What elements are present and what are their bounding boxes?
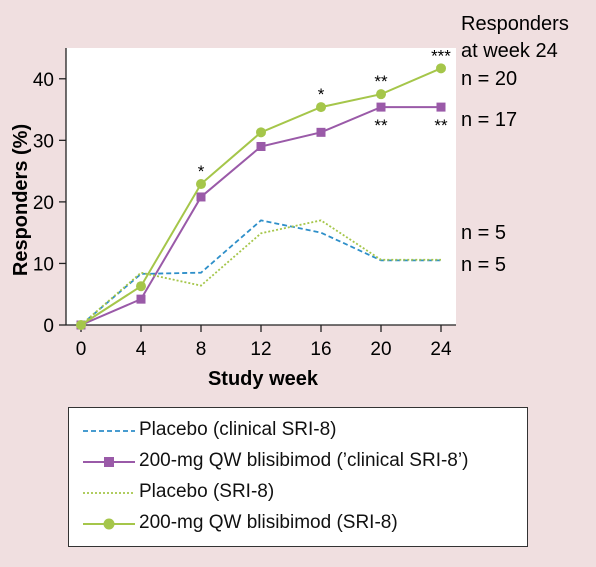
responders-header-line2: at week 24 — [461, 40, 558, 62]
data-point-blisibimod-sri8 — [376, 89, 386, 100]
legend-label: 200-mg QW blisibimod (SRI-8) — [139, 512, 398, 533]
y-tick-label: 40 — [33, 70, 54, 91]
x-tick-label: 4 — [136, 339, 147, 360]
data-point-blisibimod-clinical — [136, 294, 146, 304]
data-point-blisibimod-sri8 — [316, 102, 326, 113]
data-point-blisibimod-clinical — [196, 192, 206, 202]
y-axis-label: Responders (%) — [10, 124, 32, 276]
significance-mark: * — [318, 85, 325, 104]
data-point-blisibimod-sri8 — [436, 63, 446, 74]
x-tick-label: 24 — [430, 339, 452, 360]
legend-item-placebo-clinical: Placebo (clinical SRI-8) — [69, 416, 527, 446]
y-tick-label: 10 — [33, 254, 54, 275]
significance-layer: ** ********* — [198, 46, 452, 181]
n-count-placebo-clinical: n = 5 — [461, 222, 506, 244]
data-point-blisibimod-sri8 — [136, 281, 146, 292]
responders-header-line1: Responders — [461, 13, 569, 35]
significance-mark: ** — [374, 72, 388, 91]
series-line-placebo-sri8 — [80, 219, 441, 326]
legend-swatch-placebo-sri8 — [83, 492, 135, 494]
legend-item-blisibimod-sri8: 200-mg QW blisibimod (SRI-8) — [69, 509, 527, 539]
data-point-blisibimod-clinical — [436, 102, 446, 112]
x-tick-label: 12 — [250, 339, 271, 360]
significance-mark: ** — [374, 116, 388, 135]
legend-swatch-blisibimod-sri8 — [83, 518, 135, 530]
legend-swatch-placebo-clinical — [83, 430, 135, 432]
y-tick-label: 30 — [33, 131, 54, 152]
n-count-blisibimod-sri8: n = 20 — [461, 68, 517, 90]
y-tick-label: 20 — [33, 193, 54, 214]
legend-item-blisibimod-clinical: 200-mg QW blisibimod (’clinical SRI-8’) — [69, 447, 527, 477]
n-count-blisibimod-clinical: n = 17 — [461, 109, 517, 131]
data-point-blisibimod-clinical — [256, 141, 266, 151]
significance-mark: *** — [431, 46, 451, 65]
x-tick-label: 20 — [370, 339, 391, 360]
data-point-blisibimod-sri8 — [196, 179, 206, 190]
legend-item-placebo-sri8: Placebo (SRI-8) — [69, 478, 527, 508]
plot-area — [66, 48, 456, 325]
legend: Placebo (clinical SRI-8) 200-mg QW blisi… — [68, 407, 528, 547]
series-layer — [76, 63, 446, 330]
x-tick-label: 16 — [310, 339, 331, 360]
legend-label: Placebo (SRI-8) — [139, 481, 275, 502]
axes: 0 4 8 12 16 20 24 0 10 20 30 40 — [33, 48, 456, 360]
data-point-blisibimod-clinical — [316, 127, 326, 137]
legend-label: 200-mg QW blisibimod (’clinical SRI-8’) — [139, 450, 469, 471]
x-tick-label: 8 — [196, 339, 207, 360]
n-count-placebo-sri8: n = 5 — [461, 254, 506, 276]
x-axis-label: Study week — [208, 368, 319, 390]
significance-mark: * — [198, 162, 205, 181]
x-tick-label: 0 — [76, 339, 87, 360]
legend-label: Placebo (clinical SRI-8) — [139, 419, 337, 440]
y-tick-label: 0 — [43, 316, 54, 337]
significance-mark: ** — [434, 116, 448, 135]
data-point-blisibimod-clinical — [376, 102, 386, 112]
legend-swatch-blisibimod-clinical — [83, 457, 135, 467]
data-point-blisibimod-sri8 — [256, 127, 266, 138]
data-point-blisibimod-sri8 — [76, 320, 86, 330]
